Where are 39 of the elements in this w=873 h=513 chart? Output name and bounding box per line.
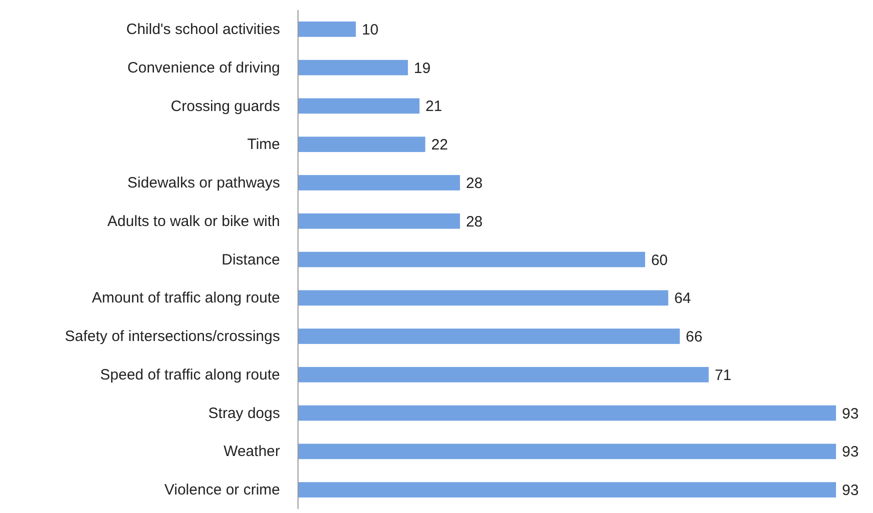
y-tick-label: Child's school activities [126,20,280,38]
bar [298,22,356,37]
bar [298,60,408,76]
data-label: 19 [414,60,431,77]
data-label: 28 [466,213,483,230]
bar [298,98,420,114]
y-tick-label: Safety of intersections/crossings [64,328,280,346]
data-label: 93 [842,405,859,422]
bar [298,290,668,306]
data-label: 21 [425,98,442,116]
bar [298,213,460,229]
data-label: 22 [431,136,448,154]
y-tick-label: Speed of traffic along route [100,366,280,384]
data-label: 28 [466,174,483,192]
y-tick-label: Distance [222,251,280,268]
y-tick-label: Weather [224,443,280,460]
y-tick-label: Sidewalks or pathways [127,174,280,192]
data-label: 64 [674,290,691,308]
y-tick-label: Crossing guards [170,98,280,115]
y-tick-label: Stray dogs [208,404,280,422]
data-label: 93 [842,444,859,461]
y-tick-label: Convenience of driving [127,59,280,76]
data-label: 60 [651,252,668,269]
data-label: 10 [362,21,379,38]
data-label: 66 [686,328,702,346]
bar [298,405,836,421]
y-tick-label: Violence or crime [164,482,280,499]
bar [298,175,460,190]
data-label: 93 [842,482,859,500]
data-label: 71 [714,366,732,384]
bar [298,482,836,498]
y-tick-label: Time [247,136,280,154]
bar [298,136,426,152]
bar [298,328,680,344]
bar [298,444,836,460]
y-tick-label: Adults to walk or bike with [107,212,280,230]
y-tick-label: Amount of traffic along route [92,290,280,307]
bar [298,366,709,382]
bar [298,252,646,268]
